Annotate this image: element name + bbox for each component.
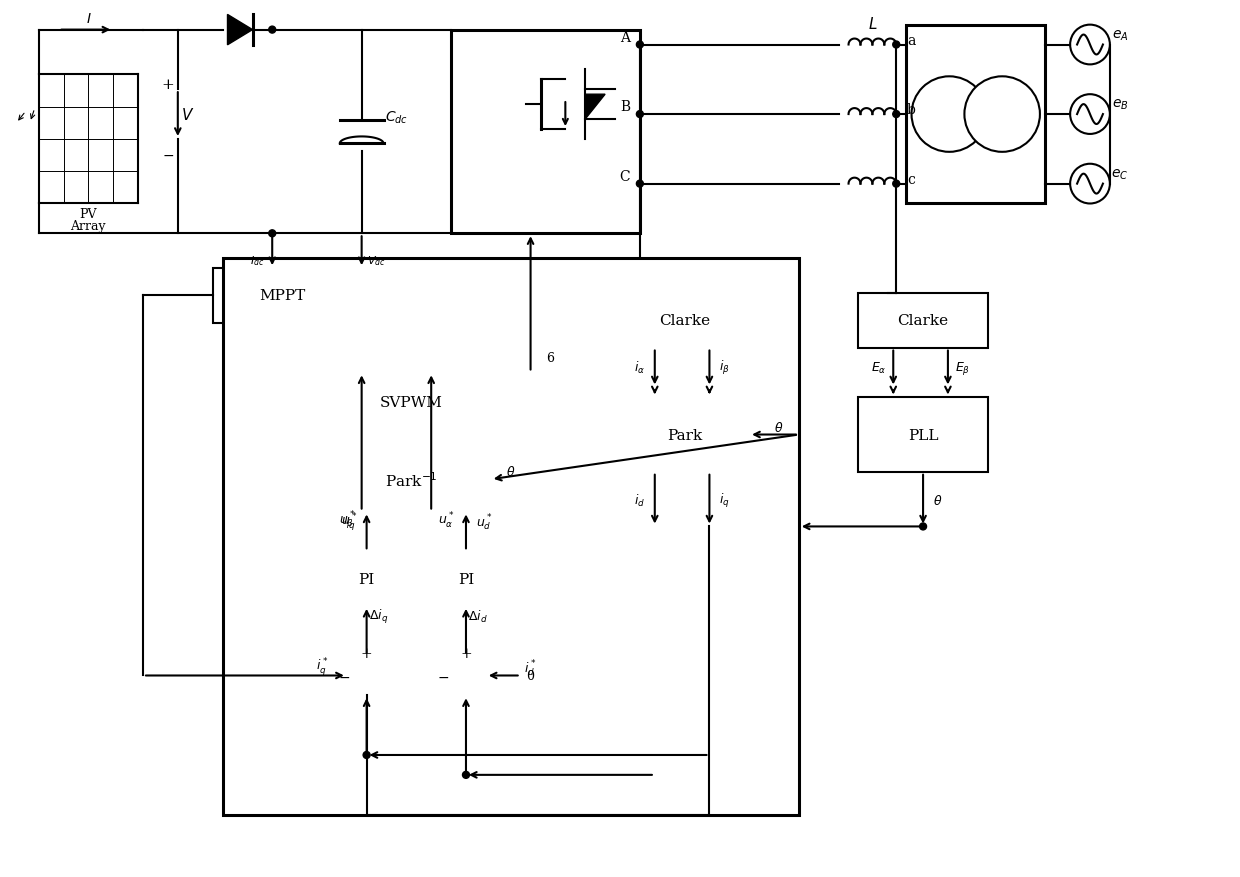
Circle shape [363,752,370,759]
Text: MPPT: MPPT [259,289,305,303]
Bar [906,25,1045,204]
Circle shape [911,77,987,153]
Polygon shape [227,16,253,46]
Text: Clarke: Clarke [898,314,949,328]
Circle shape [1070,25,1110,65]
Text: PI: PI [358,572,374,586]
Circle shape [893,181,900,188]
Text: $E_\beta$: $E_\beta$ [955,360,971,376]
Text: PLL: PLL [908,428,939,442]
Text: $i_\alpha$: $i_\alpha$ [635,360,646,376]
Text: $\theta$: $\theta$ [506,465,516,479]
Circle shape [893,42,900,49]
Circle shape [893,111,900,118]
Text: $u_\beta^*$: $u_\beta^*$ [339,509,355,531]
Circle shape [347,656,387,695]
Text: a: a [906,33,915,47]
Text: $E_\alpha$: $E_\alpha$ [870,360,887,375]
Text: Clarke: Clarke [658,314,711,328]
Text: $e_C$: $e_C$ [1111,168,1128,182]
Text: $u_d^*$: $u_d^*$ [476,512,492,532]
Text: $I$: $I$ [86,11,92,25]
Text: $u_\alpha^*$: $u_\alpha^*$ [438,510,454,530]
Text: +: + [460,645,471,660]
Circle shape [920,524,926,531]
Text: $-$: $-$ [436,669,449,682]
Bar [332,447,491,512]
Circle shape [636,111,644,118]
Circle shape [636,42,644,49]
Circle shape [636,181,644,188]
Text: Park: Park [667,428,702,442]
Circle shape [1070,95,1110,135]
Text: 0: 0 [527,669,534,682]
Text: c: c [908,173,915,187]
Text: $C_{dc}$: $C_{dc}$ [384,110,408,125]
Circle shape [446,656,486,695]
Text: Array: Array [71,219,107,232]
Bar [432,552,501,606]
Circle shape [965,77,1040,153]
Bar [620,398,749,472]
Text: b: b [906,103,915,117]
Bar [858,294,987,348]
Text: $I_{dc}$: $I_{dc}$ [250,254,264,267]
Text: $V$: $V$ [181,107,195,123]
Bar [332,373,491,432]
Text: $\Delta i_d$: $\Delta i_d$ [467,608,487,624]
Text: PV: PV [79,208,97,221]
Text: 6: 6 [547,352,554,365]
Text: $\theta$: $\theta$ [774,420,784,434]
Text: $i_q^*$: $i_q^*$ [316,655,329,677]
Polygon shape [585,95,605,120]
Text: $\Delta i_q$: $\Delta i_q$ [370,607,388,625]
Text: $e_B$: $e_B$ [1111,98,1128,112]
Text: $i_\beta$: $i_\beta$ [719,359,729,377]
Text: $L$: $L$ [868,16,877,32]
Text: $u_q^*$: $u_q^*$ [341,511,357,533]
Text: $e_A$: $e_A$ [1111,28,1128,43]
Bar [212,268,352,324]
Text: $-$: $-$ [337,669,350,682]
Text: B: B [620,100,630,114]
Text: $i_d$: $i_d$ [635,492,645,508]
Circle shape [269,27,275,34]
Circle shape [1070,165,1110,204]
Text: $V_{dc}$: $V_{dc}$ [367,254,386,267]
Text: $\theta$: $\theta$ [934,493,942,507]
Text: A: A [620,31,630,45]
Bar [332,552,402,606]
Text: C: C [620,169,630,183]
Text: SVPWM: SVPWM [379,396,443,410]
Bar [451,31,640,234]
Text: +: + [161,78,175,92]
Circle shape [269,231,275,238]
Text: $i_d^*$: $i_d^*$ [525,658,537,678]
Text: PI: PI [458,572,474,586]
Bar [858,398,987,472]
Bar [620,294,749,348]
Bar [222,259,799,815]
Text: +: + [361,645,372,660]
Text: $-$: $-$ [161,147,174,161]
Text: Park$^{-1}$: Park$^{-1}$ [384,470,438,489]
Circle shape [463,772,470,779]
Text: $i_q$: $i_q$ [719,491,729,509]
